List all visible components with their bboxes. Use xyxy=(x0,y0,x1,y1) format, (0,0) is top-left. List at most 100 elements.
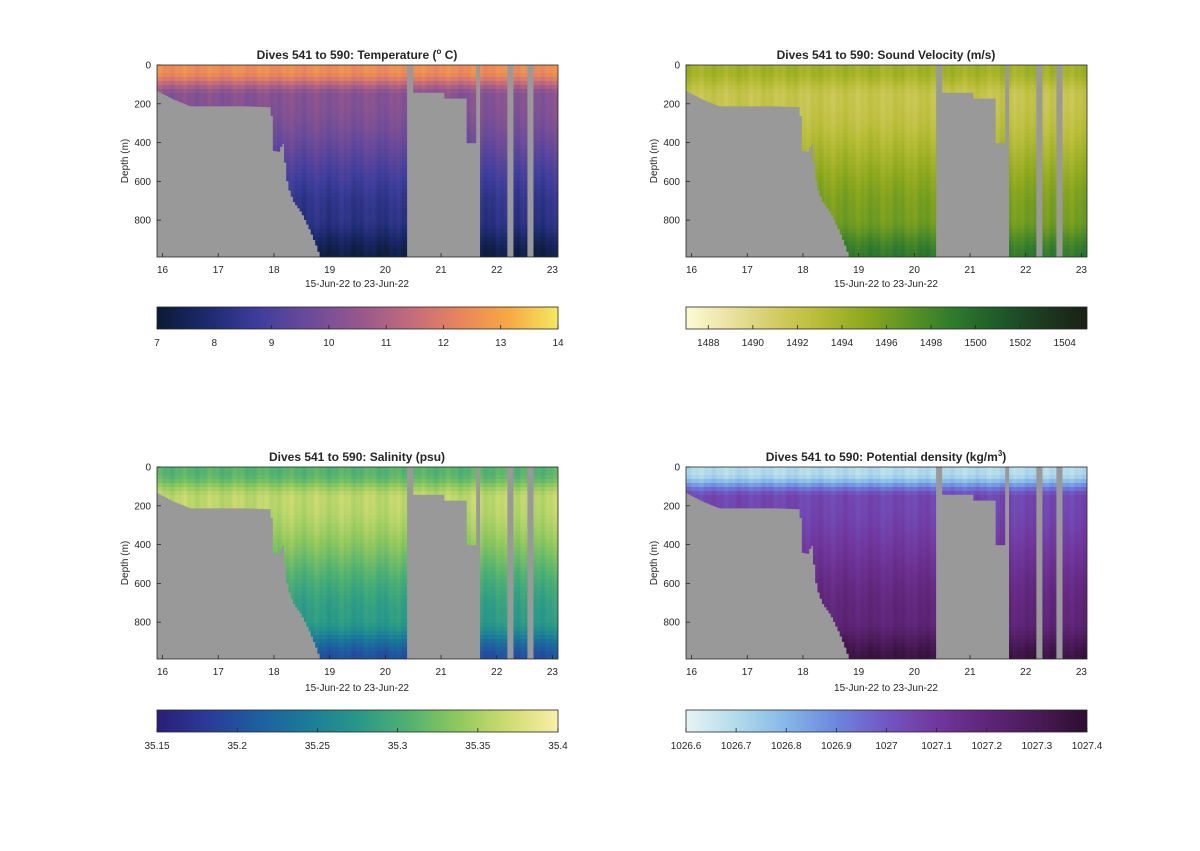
temperature-heat-cell xyxy=(295,121,298,126)
temperature-heat-cell xyxy=(549,133,552,138)
temperature-heat-cell xyxy=(549,177,552,182)
temperature-heat-cell xyxy=(402,225,405,230)
temperature-heat-cell xyxy=(549,81,552,86)
temperature-heat-cell xyxy=(379,181,383,186)
temperature-heat-cell xyxy=(315,73,318,78)
temperature-heat-cell xyxy=(502,101,506,106)
temperature-heat-cell xyxy=(261,89,265,94)
temperature-heat-cell xyxy=(210,85,214,90)
temperature-heat-cell xyxy=(308,177,312,182)
temperature-heat-cell xyxy=(515,181,519,186)
sound-velocity-heat-cell xyxy=(714,69,718,74)
temperature-heat-cell xyxy=(212,77,216,82)
temperature-heat-cell xyxy=(353,189,356,194)
temperature-heat-cell xyxy=(397,217,401,222)
temperature-heat-cell xyxy=(390,121,394,126)
temperature-heat-cell xyxy=(355,197,359,202)
temperature-heat-cell xyxy=(364,169,368,174)
temperature-heat-cell xyxy=(537,157,541,162)
temperature-heat-cell xyxy=(364,93,368,98)
temperature-heat-cell xyxy=(346,77,350,82)
temperature-heat-cell xyxy=(223,93,227,98)
temperature-heat-cell xyxy=(350,65,354,70)
temperature-heat-cell xyxy=(542,77,546,82)
temperature-heat-cell xyxy=(304,121,307,126)
temperature-heat-cell xyxy=(348,117,352,122)
temperature-heat-cell xyxy=(399,241,403,246)
temperature-heat-cell xyxy=(500,89,503,94)
temperature-heat-cell xyxy=(546,201,550,206)
temperature-heat-cell xyxy=(330,177,334,182)
temperature-heat-cell xyxy=(277,81,281,86)
temperature-heat-cell xyxy=(388,213,392,218)
temperature-heat-cell xyxy=(339,137,343,142)
temperature-heat-cell xyxy=(533,125,537,130)
temperature-heat-cell xyxy=(393,65,396,70)
temperature-heat-cell xyxy=(188,65,192,70)
temperature-heat-cell xyxy=(370,253,374,257)
temperature-heat-cell xyxy=(257,69,261,74)
temperature-heat-cell xyxy=(368,93,372,98)
sound-velocity-heat-cell xyxy=(717,85,721,90)
temperature-heat-cell xyxy=(364,193,368,198)
temperature-heat-cell xyxy=(486,149,490,154)
temperature-heat-cell xyxy=(366,233,370,238)
temperature-heat-cell xyxy=(330,237,334,242)
temperature-heat-cell xyxy=(451,85,454,90)
temperature-heat-cell xyxy=(513,197,517,202)
temperature-heat-cell xyxy=(553,113,557,118)
temperature-heat-cell xyxy=(384,161,388,166)
temperature-heat-cell xyxy=(348,81,352,86)
temperature-heat-cell xyxy=(312,89,316,94)
temperature-heat-cell xyxy=(321,145,325,150)
temperature-heat-cell xyxy=(228,77,232,82)
temperature-heat-cell xyxy=(319,141,323,146)
temperature-heat-cell xyxy=(555,253,558,257)
temperature-heat-cell xyxy=(524,137,528,142)
temperature-heat-cell xyxy=(388,185,392,190)
temperature-heat-cell xyxy=(364,149,368,154)
temperature-heat-cell xyxy=(473,73,477,78)
temperature-heat-cell xyxy=(399,249,403,254)
temperature-heat-cell xyxy=(326,185,330,190)
temperature-heat-cell xyxy=(404,125,408,130)
temperature-heat-cell xyxy=(555,221,558,226)
temperature-heat-cell xyxy=(502,241,506,246)
temperature-heat-cell xyxy=(364,121,368,126)
temperature-heat-cell xyxy=(348,173,352,178)
temperature-heat-cell xyxy=(355,85,359,90)
temperature-heat-cell xyxy=(482,81,486,86)
temperature-heat-cell xyxy=(283,145,287,150)
temperature-heat-cell xyxy=(390,89,394,94)
temperature-heat-cell xyxy=(551,221,555,226)
temperature-heat-cell xyxy=(288,65,292,70)
temperature-heat-cell xyxy=(399,225,403,230)
temperature-heat-cell xyxy=(237,97,241,102)
temperature-heat-cell xyxy=(522,89,526,94)
temperature-heat-cell xyxy=(348,105,352,110)
temperature-heat-cell xyxy=(312,117,316,122)
temperature-heat-cell xyxy=(386,229,390,234)
temperature-heat-cell xyxy=(290,109,294,114)
temperature-heat-cell xyxy=(495,169,499,174)
temperature-heat-cell xyxy=(397,117,401,122)
temperature-heat-cell xyxy=(292,149,296,154)
temperature-heat-cell xyxy=(288,89,292,94)
temperature-heat-cell xyxy=(277,89,281,94)
temperature-heat-cell xyxy=(348,237,352,242)
temperature-heat-cell xyxy=(361,145,365,150)
temperature-heat-cell xyxy=(319,69,323,74)
temperature-heat-cell xyxy=(339,233,343,238)
temperature-heat-cell xyxy=(326,225,330,230)
temperature-heat-cell xyxy=(379,193,383,198)
temperature-heat-cell xyxy=(500,161,503,166)
temperature-heat-cell xyxy=(395,121,399,126)
temperature-heat-cell xyxy=(484,77,488,82)
temperature-heat-cell xyxy=(292,73,296,78)
temperature-heat-cell xyxy=(493,149,497,154)
temperature-heat-cell xyxy=(199,85,203,90)
temperature-heat-cell xyxy=(464,65,468,70)
temperature-heat-cell xyxy=(390,205,394,210)
temperature-heat-cell xyxy=(206,97,209,102)
temperature-heat-cell xyxy=(373,101,376,106)
